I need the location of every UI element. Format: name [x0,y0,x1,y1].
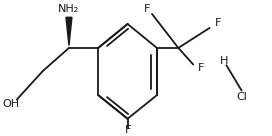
Text: H: H [220,56,229,66]
Text: F: F [143,4,150,14]
Text: NH₂: NH₂ [58,4,80,14]
Text: F: F [198,63,205,73]
Text: OH: OH [2,99,19,109]
Text: F: F [124,125,131,135]
Text: Cl: Cl [236,92,247,102]
Polygon shape [66,17,72,46]
Text: F: F [215,18,221,28]
